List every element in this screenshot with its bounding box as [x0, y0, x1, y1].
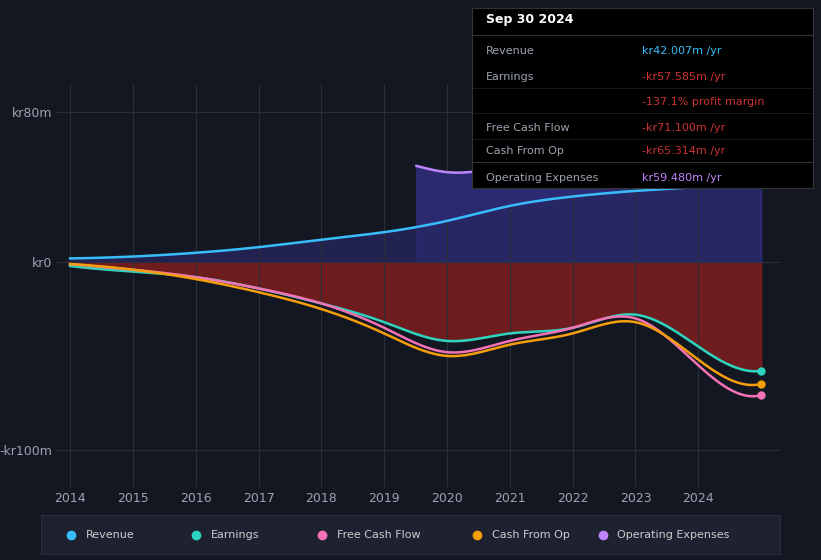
Text: -kr65.314m /yr: -kr65.314m /yr [643, 146, 726, 156]
Text: Revenue: Revenue [486, 46, 534, 56]
Text: -kr71.100m /yr: -kr71.100m /yr [643, 123, 726, 133]
Text: Operating Expenses: Operating Expenses [486, 172, 598, 183]
Text: kr42.007m /yr: kr42.007m /yr [643, 46, 722, 56]
Text: Cash From Op: Cash From Op [486, 146, 563, 156]
Text: Free Cash Flow: Free Cash Flow [337, 530, 420, 540]
Text: Sep 30 2024: Sep 30 2024 [486, 12, 573, 26]
Text: Operating Expenses: Operating Expenses [617, 530, 730, 540]
Text: Earnings: Earnings [211, 530, 259, 540]
Text: -137.1% profit margin: -137.1% profit margin [643, 97, 765, 108]
Text: Revenue: Revenue [85, 530, 134, 540]
Text: Earnings: Earnings [486, 72, 534, 82]
Text: kr59.480m /yr: kr59.480m /yr [643, 172, 722, 183]
Text: -kr57.585m /yr: -kr57.585m /yr [643, 72, 726, 82]
Text: Free Cash Flow: Free Cash Flow [486, 123, 569, 133]
Text: Cash From Op: Cash From Op [492, 530, 570, 540]
